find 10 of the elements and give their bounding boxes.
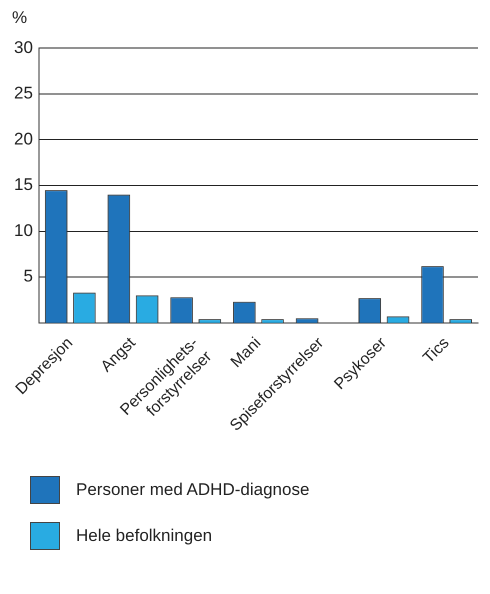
y-tick-label: 30 <box>14 38 33 57</box>
y-tick-label: 5 <box>23 266 33 286</box>
y-tick-label: 20 <box>14 129 33 148</box>
y-axis-title: % <box>12 8 28 28</box>
x-tick-label: Tics <box>420 334 453 367</box>
legend-label: Personer med ADHD-diagnose <box>76 480 310 500</box>
y-tick-label: 10 <box>14 220 33 240</box>
y-tick-label: 15 <box>14 175 33 194</box>
legend-label: Hele befolkningen <box>76 526 212 546</box>
y-tick-label: 25 <box>14 84 33 103</box>
